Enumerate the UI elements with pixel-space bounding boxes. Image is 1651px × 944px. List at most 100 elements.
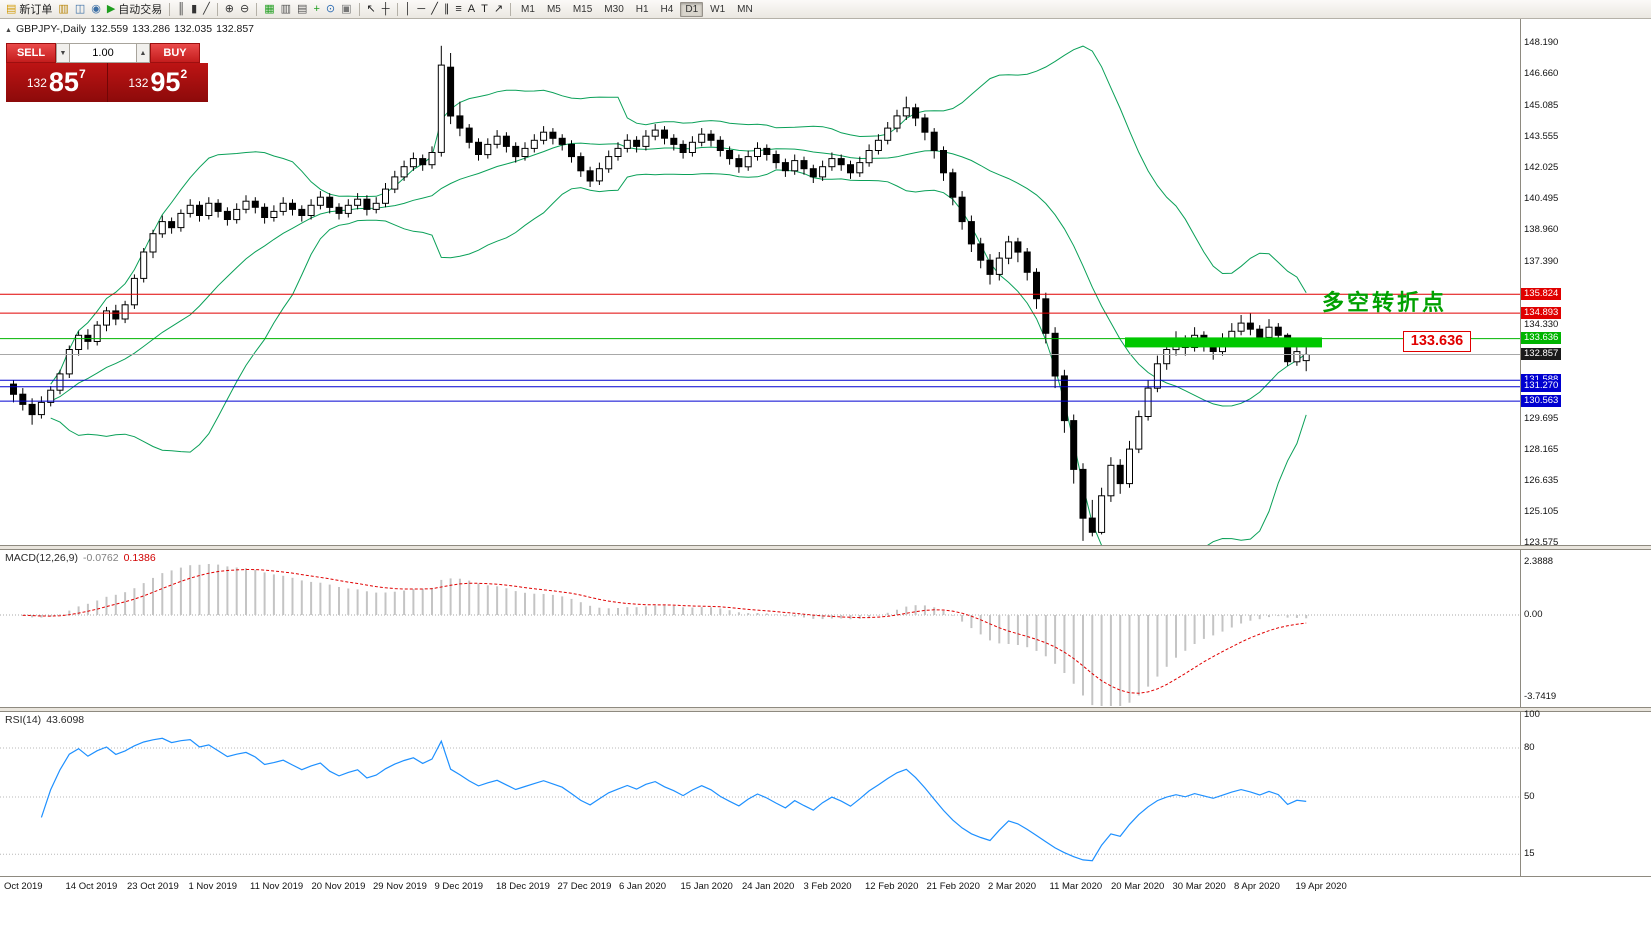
price-axis-label: 145.085 bbox=[1524, 100, 1559, 112]
price-axis-label: 128.165 bbox=[1524, 443, 1559, 455]
arrange-vertical-button[interactable]: ▤ bbox=[294, 1, 310, 18]
sell-price-display[interactable]: 132 85 7 bbox=[6, 63, 107, 102]
notifications-button[interactable]: ◉ bbox=[88, 1, 104, 18]
date-axis-label: 14 Oct 2019 bbox=[65, 881, 118, 892]
price-axis-label: 143.555 bbox=[1524, 131, 1559, 143]
tile-windows-button[interactable]: ▦ bbox=[261, 1, 277, 18]
macd-panel-splitter[interactable] bbox=[0, 545, 1651, 550]
symbol-marker-icon: ▲ bbox=[5, 27, 12, 34]
timeframe-h1[interactable]: H1 bbox=[635, 3, 649, 15]
new-chart-button[interactable]: + bbox=[310, 1, 322, 18]
rsi-panel[interactable] bbox=[0, 737, 1520, 862]
label-icon: T bbox=[481, 2, 488, 15]
macd-signal-value: 0.1386 bbox=[123, 552, 156, 564]
arrange-horizontal-button[interactable]: ▥ bbox=[278, 1, 294, 18]
macd-panel[interactable] bbox=[0, 564, 1520, 708]
ohlc-open: 132.559 bbox=[90, 23, 129, 35]
date-axis-label: 6 Jan 2020 bbox=[619, 881, 667, 892]
date-axis-label: 8 Apr 2020 bbox=[1234, 881, 1280, 892]
candles-group bbox=[10, 45, 1310, 541]
price-axis-separator bbox=[1520, 19, 1521, 876]
price-axis-tag: 133.636 bbox=[1521, 332, 1562, 345]
date-axis-separator bbox=[0, 876, 1651, 877]
image-icon: ▣ bbox=[341, 2, 352, 15]
date-axis-label: 12 Feb 2020 bbox=[865, 881, 919, 892]
chart-title: ▲ GBPJPY-,Daily 132.559 133.286 132.035 132.8… bbox=[5, 23, 258, 35]
auto-trading-button-label: 自动交易 bbox=[118, 4, 163, 16]
chart-plus-icon: + bbox=[313, 2, 320, 15]
date-axis-label: 20 Mar 2020 bbox=[1111, 881, 1165, 892]
chart-window-button[interactable]: ▥ bbox=[55, 1, 71, 18]
bar-chart-button[interactable]: ║ bbox=[174, 1, 188, 18]
sell-button[interactable]: SELL bbox=[6, 43, 56, 63]
toolbar-separator bbox=[169, 2, 171, 16]
macd-label: MACD(12,26,9) -0.0762 0.1386 bbox=[5, 552, 161, 564]
price-axis-tag: 132.857 bbox=[1521, 347, 1562, 360]
macd-axis-label: -3.7419 bbox=[1524, 691, 1557, 703]
price-axis-label: 137.390 bbox=[1524, 256, 1559, 268]
support-zone-bar[interactable] bbox=[1125, 337, 1322, 348]
macd-title: MACD(12,26,9) bbox=[5, 552, 78, 564]
date-axis-label: 27 Dec 2019 bbox=[557, 881, 612, 892]
macd-main-value: -0.0762 bbox=[82, 552, 119, 564]
crosshair-icon: ┼ bbox=[381, 2, 390, 15]
timeframe-d1[interactable]: D1 bbox=[680, 1, 704, 17]
zoom-out-button[interactable]: ⊖ bbox=[237, 1, 252, 18]
arrow-icon: ↗ bbox=[493, 2, 504, 15]
date-axis-label: 11 Mar 2020 bbox=[1049, 881, 1103, 892]
buy-price-display[interactable]: 132 95 2 bbox=[106, 63, 208, 102]
date-axis-label: 9 Dec 2019 bbox=[434, 881, 484, 892]
horizontal-line-button[interactable]: ─ bbox=[414, 1, 428, 18]
candlestick-icon: ▮ bbox=[191, 2, 198, 15]
channel-button[interactable]: ∥ bbox=[441, 1, 453, 18]
candlestick-chart-button[interactable]: ▮ bbox=[188, 1, 200, 18]
cursor-button[interactable]: ↖ bbox=[364, 1, 379, 18]
line-chart-button[interactable]: ╱ bbox=[200, 1, 213, 18]
layout-vertical-icon: ▤ bbox=[297, 2, 308, 15]
volume-increase-button[interactable]: ▲ bbox=[136, 43, 150, 63]
crosshair-button[interactable]: ┼ bbox=[379, 1, 393, 18]
arrows-button[interactable]: ↗ bbox=[491, 1, 506, 18]
trendline-button[interactable]: ╱ bbox=[428, 1, 441, 18]
horizontal-line-icon: ─ bbox=[417, 2, 426, 15]
price-axis-label: 146.660 bbox=[1524, 68, 1559, 80]
timeframe-mn[interactable]: MN bbox=[737, 3, 753, 15]
rsi-axis-label: 100 bbox=[1524, 709, 1540, 721]
price-chart-panel[interactable] bbox=[10, 45, 1310, 576]
line-chart-icon: ╱ bbox=[203, 2, 210, 15]
text-button[interactable]: A bbox=[465, 1, 478, 18]
timeframe-m5[interactable]: M5 bbox=[546, 3, 561, 15]
price-axis-label: 126.635 bbox=[1524, 474, 1559, 486]
rsi-title: RSI(14) bbox=[5, 714, 42, 726]
one-click-trading-panel: SELL ▼ ▲ BUY 132 85 7 132 95 2 bbox=[6, 43, 208, 102]
template-button[interactable]: ▣ bbox=[338, 1, 354, 18]
timeframe-m1[interactable]: M1 bbox=[521, 3, 535, 15]
zoom-in-button[interactable]: ⊕ bbox=[222, 1, 237, 18]
timeframe-h4[interactable]: H4 bbox=[660, 3, 674, 15]
date-axis-label: 11 Nov 2019 bbox=[250, 881, 304, 892]
volume-input[interactable] bbox=[70, 43, 136, 63]
toolbar-separator bbox=[510, 2, 512, 16]
new-order-button[interactable]: ▤ 新订单 bbox=[3, 1, 55, 18]
zoom-out-icon: ⊖ bbox=[240, 2, 250, 15]
timeframe-m30[interactable]: M30 bbox=[604, 3, 624, 15]
volume-decrease-button[interactable]: ▼ bbox=[56, 43, 70, 63]
auto-trading-button[interactable]: ▶ 自动交易 bbox=[104, 1, 165, 18]
fibonacci-icon: ≡ bbox=[455, 2, 462, 15]
period-button[interactable]: ⊙ bbox=[323, 1, 338, 18]
timeframe-m15[interactable]: M15 bbox=[572, 3, 593, 15]
fibonacci-button[interactable]: ≡ bbox=[452, 1, 464, 18]
vertical-line-button[interactable]: │ bbox=[402, 1, 415, 18]
buy-button[interactable]: BUY bbox=[150, 43, 200, 63]
buy-price-pip: 2 bbox=[180, 67, 188, 81]
timeframe-w1[interactable]: W1 bbox=[710, 3, 726, 15]
date-axis-label: 23 Oct 2019 bbox=[127, 881, 179, 892]
label-button[interactable]: T bbox=[478, 1, 491, 18]
price-axis-label: 125.105 bbox=[1524, 505, 1559, 517]
profile-button[interactable]: ◫ bbox=[72, 1, 88, 18]
rsi-panel-splitter[interactable] bbox=[0, 707, 1651, 712]
date-axis-label: 15 Jan 2020 bbox=[680, 881, 733, 892]
rsi-axis-label: 50 bbox=[1524, 791, 1535, 802]
